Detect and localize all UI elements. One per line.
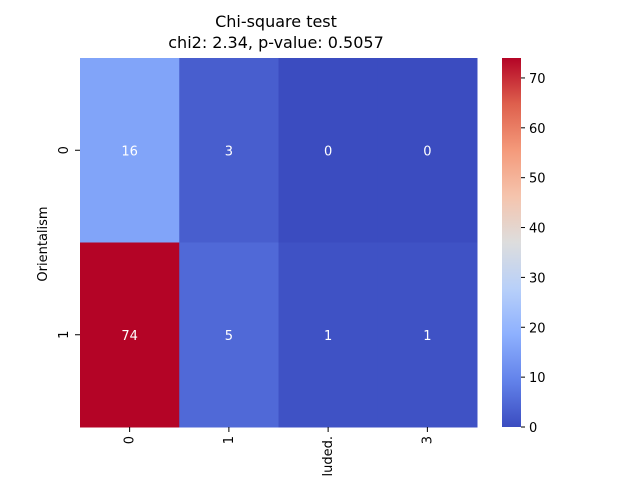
colorbar-tick-label: 60 bbox=[529, 122, 546, 137]
heatmap-cell bbox=[278, 58, 379, 243]
cell-value-label: 5 bbox=[225, 329, 233, 344]
y-axis: 01 bbox=[57, 146, 80, 339]
x-axis: 0 1 luded. 3 bbox=[123, 427, 435, 477]
cell-value-label: 74 bbox=[121, 329, 138, 344]
x-tick-label: 0 bbox=[123, 436, 138, 444]
cell-value-label: 1 bbox=[423, 329, 431, 344]
colorbar-tick-label: 0 bbox=[529, 421, 537, 436]
x-tick-label: 3 bbox=[420, 436, 435, 444]
cell-value-label: 0 bbox=[324, 144, 332, 159]
heatmap-cell bbox=[179, 242, 279, 428]
cell-value-label: 16 bbox=[121, 144, 138, 159]
cell-annotations: 16 3 0 0 74 5 1 1 bbox=[121, 144, 431, 344]
heatmap-cell bbox=[278, 242, 379, 428]
cell-value-label: 1 bbox=[324, 329, 332, 344]
heatmap-cell bbox=[377, 242, 478, 428]
x-tick-label: 1 bbox=[222, 436, 237, 444]
y-tick-label: 0 bbox=[57, 146, 72, 154]
heatmap-cells bbox=[80, 58, 478, 428]
heatmap-cell bbox=[80, 242, 180, 428]
chart-title-line2: chi2: 2.34, p-value: 0.5057 bbox=[168, 33, 384, 52]
colorbar-tick-label: 20 bbox=[529, 321, 546, 336]
colorbar-tick-label: 40 bbox=[529, 222, 546, 237]
cell-value-label: 0 bbox=[423, 144, 431, 159]
colorbar-tick-label: 30 bbox=[529, 271, 546, 286]
x-tick-label: luded. bbox=[321, 436, 336, 477]
heatmap-cell bbox=[179, 58, 279, 243]
colorbar-tick-label: 70 bbox=[529, 72, 546, 87]
heatmap-cell bbox=[80, 58, 180, 243]
colorbar-tick-label: 10 bbox=[529, 371, 546, 386]
colorbar-tick-label: 50 bbox=[529, 172, 546, 187]
cell-value-label: 3 bbox=[225, 144, 233, 159]
chart-title-line1: Chi-square test bbox=[215, 12, 337, 31]
y-tick-label: 1 bbox=[57, 331, 72, 339]
heatmap-cell bbox=[377, 58, 478, 243]
y-axis-label: Orientalism bbox=[36, 206, 51, 281]
colorbar-axis: 0 10 20 30 40 50 60 70 bbox=[521, 72, 546, 436]
colorbar bbox=[502, 58, 521, 427]
